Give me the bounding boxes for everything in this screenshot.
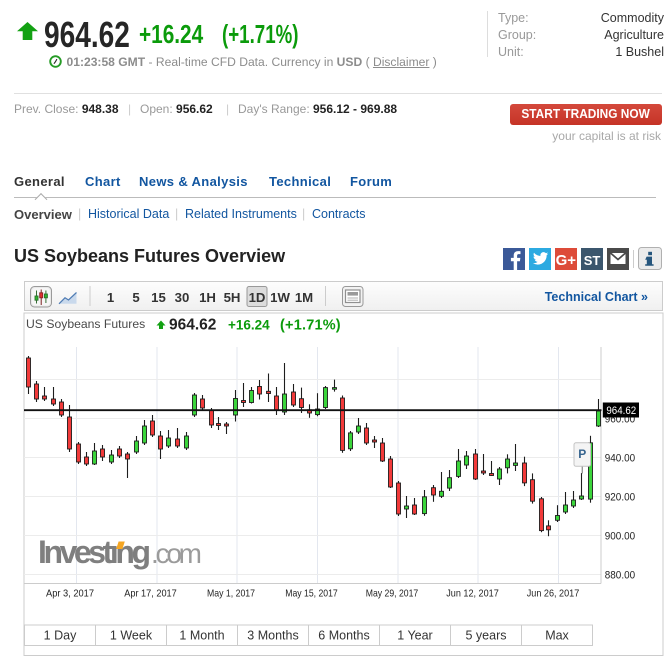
svg-text:940.00: 940.00 [605, 453, 635, 465]
svg-text:964.62: 964.62 [169, 317, 216, 334]
svg-text:1 Week: 1 Week [110, 629, 153, 643]
svg-text:US Soybeans Futures: US Soybeans Futures [26, 317, 145, 331]
svg-text:5 years: 5 years [466, 629, 507, 643]
svg-text:.com: .com [151, 538, 202, 569]
svg-text:Jun 26, 2017: Jun 26, 2017 [527, 588, 580, 600]
svg-text:880.00: 880.00 [605, 570, 635, 582]
svg-text:(+1.71%): (+1.71%) [280, 318, 341, 334]
svg-text:900.00: 900.00 [605, 531, 635, 543]
svg-text:Apr 17, 2017: Apr 17, 2017 [124, 588, 177, 600]
svg-text:G+: G+ [556, 252, 577, 269]
svg-text:1 Day: 1 Day [44, 629, 77, 643]
svg-text:964.62: 964.62 [606, 405, 636, 417]
svg-text:920.00: 920.00 [605, 492, 635, 504]
svg-text:Jun 12, 2017: Jun 12, 2017 [446, 588, 499, 600]
svg-text:P: P [578, 447, 586, 461]
svg-text:6 Months: 6 Months [318, 629, 369, 643]
svg-text:1 Year: 1 Year [397, 629, 432, 643]
svg-text:1 Month: 1 Month [179, 629, 224, 643]
svg-text:+16.24: +16.24 [228, 318, 270, 333]
svg-text:Investıng: Investıng [38, 534, 151, 570]
svg-text:May 29, 2017: May 29, 2017 [366, 588, 419, 600]
svg-text:May 15, 2017: May 15, 2017 [285, 588, 338, 600]
svg-text:Apr 3, 2017: Apr 3, 2017 [46, 588, 94, 600]
svg-text:3 Months: 3 Months [247, 629, 298, 643]
svg-text:ST: ST [584, 253, 601, 268]
svg-text:May 1, 2017: May 1, 2017 [207, 588, 255, 600]
svg-text:Max: Max [545, 629, 569, 643]
